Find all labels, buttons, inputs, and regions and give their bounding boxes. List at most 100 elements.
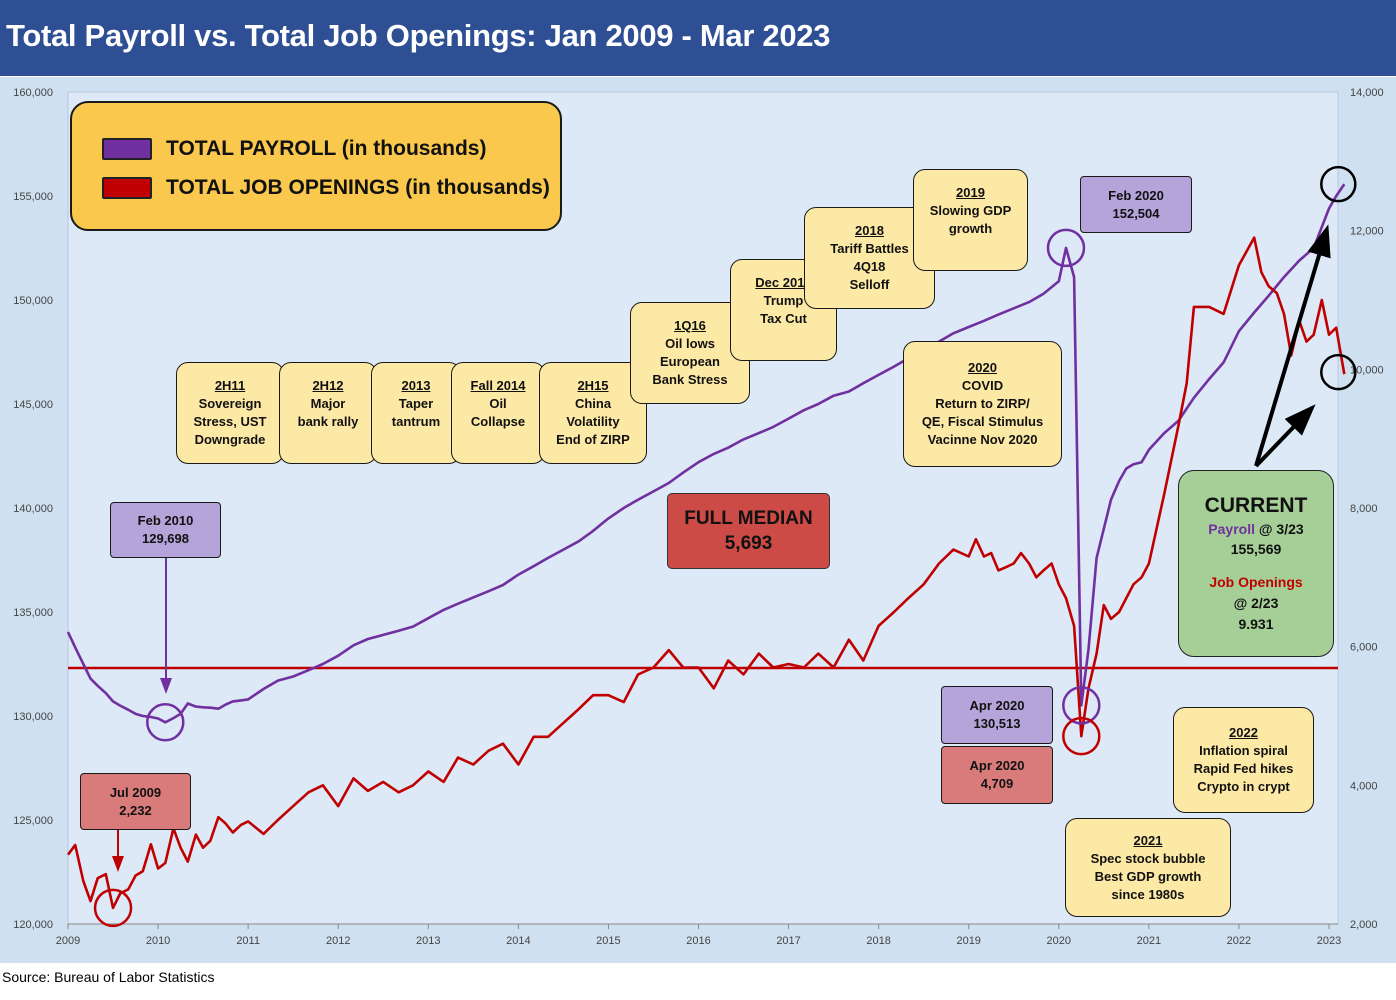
x-tick-label: 2018: [866, 935, 890, 947]
y-right-tick-label: 2,000: [1350, 919, 1378, 931]
y-right-tick-label: 14,000: [1350, 87, 1384, 99]
annotation-line: Rapid Fed hikes: [1193, 761, 1294, 776]
median-box: FULL MEDIAN 5,693: [667, 493, 830, 569]
highlight-ring-apr-2020-payroll: [1062, 686, 1101, 725]
callout-date: Jul 2009: [109, 784, 162, 800]
annotation-line: China: [574, 396, 612, 411]
annotation-line: Tax Cut: [760, 311, 807, 326]
x-tick-label: 2016: [686, 935, 710, 947]
x-tick-label: 2021: [1137, 935, 1161, 947]
callout-value: 4,709: [980, 776, 1014, 791]
highlight-ring-current-openings: [1320, 353, 1357, 391]
x-tick-label: 2023: [1317, 935, 1341, 947]
annotation-line: growth: [948, 221, 993, 236]
annotation-line: Downgrade: [194, 432, 266, 447]
highlight-ring-jul-2009: [93, 888, 133, 928]
current-title: CURRENT: [1204, 494, 1308, 517]
y-left-tick-label: 160,000: [13, 87, 53, 99]
callout-feb-2020: Feb 2020 152,504: [1080, 176, 1192, 233]
annotation-line: Major: [310, 396, 346, 411]
legend-label-openings: TOTAL JOB OPENINGS (in thousands): [166, 176, 550, 199]
callout-apr-2020-openings: Apr 2020 4,709: [941, 746, 1053, 804]
annotation-line: Oil: [489, 396, 507, 411]
y-left-tick-label: 125,000: [13, 815, 53, 827]
y-left-tick-label: 135,000: [13, 607, 53, 619]
y-left-tick-label: 155,000: [13, 191, 53, 203]
current-openings-date: @ 2/23: [1233, 595, 1279, 611]
chart-title: Total Payroll vs. Total Job Openings: Ja…: [6, 18, 831, 53]
y-left-tick-label: 150,000: [13, 295, 53, 307]
callout-value: 130,513: [973, 716, 1021, 731]
legend-label-payroll: TOTAL PAYROLL (in thousands): [166, 137, 487, 160]
annotation-2h12: 2H12 Major bank rally: [279, 362, 377, 464]
x-tick-label: 2020: [1047, 935, 1071, 947]
annotation-2013: 2013 Taper tantrum: [371, 362, 461, 464]
y-right-tick-label: 6,000: [1350, 642, 1378, 654]
y-right-tick-label: 10,000: [1350, 364, 1384, 376]
annotation-2h15: 2H15 China Volatility End of ZIRP: [539, 362, 647, 464]
current-openings-value: 9.931: [1238, 616, 1274, 632]
legend-item-openings: TOTAL JOB OPENINGS (in thousands): [102, 176, 550, 200]
current-payroll-label: Payroll: [1208, 521, 1255, 537]
x-tick-label: 2010: [146, 935, 170, 947]
annotation-line: Vacinne Nov 2020: [927, 432, 1038, 447]
annotation-line: Crypto in crypt: [1197, 779, 1290, 794]
y-right-tick-label: 12,000: [1350, 226, 1384, 238]
annotation-2019: 2019 Slowing GDP growth: [913, 169, 1028, 271]
highlight-ring-feb-2020: [1046, 228, 1086, 268]
annotation-2021: 2021 Spec stock bubble Best GDP growth s…: [1065, 818, 1231, 917]
annotation-2022: 2022 Inflation spiral Rapid Fed hikes Cr…: [1173, 707, 1314, 813]
x-tick-label: 2017: [776, 935, 800, 947]
x-tick-label: 2013: [416, 935, 440, 947]
current-box: CURRENT Payroll @ 3/23 155,569 Job Openi…: [1178, 470, 1334, 657]
annotation-heading: 2018: [855, 223, 884, 238]
annotation-line: Volatility: [566, 414, 620, 429]
annotation-line: Collapse: [470, 414, 526, 429]
median-title: FULL MEDIAN: [684, 508, 813, 529]
callout-date: Apr 2020: [969, 758, 1025, 773]
annotation-line: Spec stock bubble: [1090, 850, 1206, 866]
y-left-tick-label: 140,000: [13, 503, 53, 515]
x-tick-label: 2019: [956, 935, 980, 947]
x-tick-label: 2022: [1227, 935, 1251, 947]
annotation-heading: 2013: [401, 378, 431, 393]
x-tick-label: 2015: [596, 935, 620, 947]
callout-date: Feb 2020: [1108, 187, 1164, 203]
callout-date: Apr 2020: [969, 698, 1025, 713]
arrow-current-payroll: [1254, 224, 1331, 467]
annotation-line: Trump: [763, 293, 804, 308]
current-payroll-row: Payroll @ 3/23: [1179, 519, 1333, 539]
annotation-line: European: [660, 354, 720, 369]
annotation-heading: 2020: [968, 360, 997, 375]
x-tick-label: 2012: [326, 935, 350, 947]
x-tick-label: 2011: [236, 935, 260, 947]
annotation-line: QE, Fiscal Stimulus: [921, 414, 1044, 429]
annotation-heading: 2H15: [577, 378, 609, 393]
y-right-tick-label: 4,000: [1350, 780, 1378, 792]
callout-jul-2009: Jul 2009 2,232: [80, 773, 191, 830]
y-right-tick-label: 8,000: [1350, 503, 1378, 515]
legend-swatch-openings: [102, 177, 152, 199]
annotation-line: Sovereign: [198, 396, 262, 411]
y-left-tick-label: 120,000: [13, 919, 53, 931]
annotation-line: Taper: [398, 396, 434, 411]
annotation-line: End of ZIRP: [556, 432, 630, 447]
current-payroll-date: @ 3/23: [1255, 521, 1304, 537]
annotation-heading: Fall 2014: [470, 378, 526, 393]
annotation-line: Best GDP growth: [1094, 868, 1202, 884]
current-openings-label: Job Openings: [1209, 574, 1303, 590]
annotation-heading: 1Q16: [674, 318, 706, 333]
annotation-line: Bank Stress: [652, 372, 728, 387]
callout-value: 152,504: [1112, 205, 1160, 221]
annotation-2h11: 2H11 Sovereign Stress, UST Downgrade: [176, 362, 284, 464]
annotation-2020: 2020 COVID Return to ZIRP/ QE, Fiscal St…: [903, 341, 1062, 467]
annotation-line: COVID: [961, 378, 1004, 393]
annotation-line: 4Q18: [853, 259, 886, 274]
annotation-line: Stress, UST: [193, 414, 267, 429]
annotation-heading: 2H12: [312, 378, 344, 393]
legend-item-payroll: TOTAL PAYROLL (in thousands): [102, 137, 486, 161]
annotation-line: Tariff Battles: [830, 241, 909, 256]
annotation-line: Oil lows: [665, 336, 715, 351]
annotation-line: Inflation spiral: [1199, 743, 1288, 758]
annotation-heading: Dec 2017: [755, 275, 812, 290]
